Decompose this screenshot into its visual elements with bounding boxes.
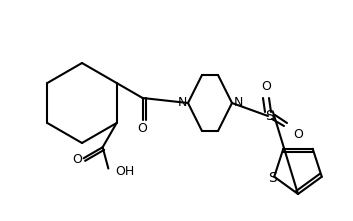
Text: S: S [265, 109, 273, 123]
Text: O: O [138, 122, 148, 135]
Text: N: N [233, 95, 243, 109]
Text: O: O [73, 153, 83, 166]
Text: S: S [268, 171, 277, 185]
Text: O: O [261, 80, 271, 93]
Text: N: N [177, 95, 187, 109]
Text: O: O [293, 128, 303, 141]
Text: OH: OH [115, 165, 134, 178]
